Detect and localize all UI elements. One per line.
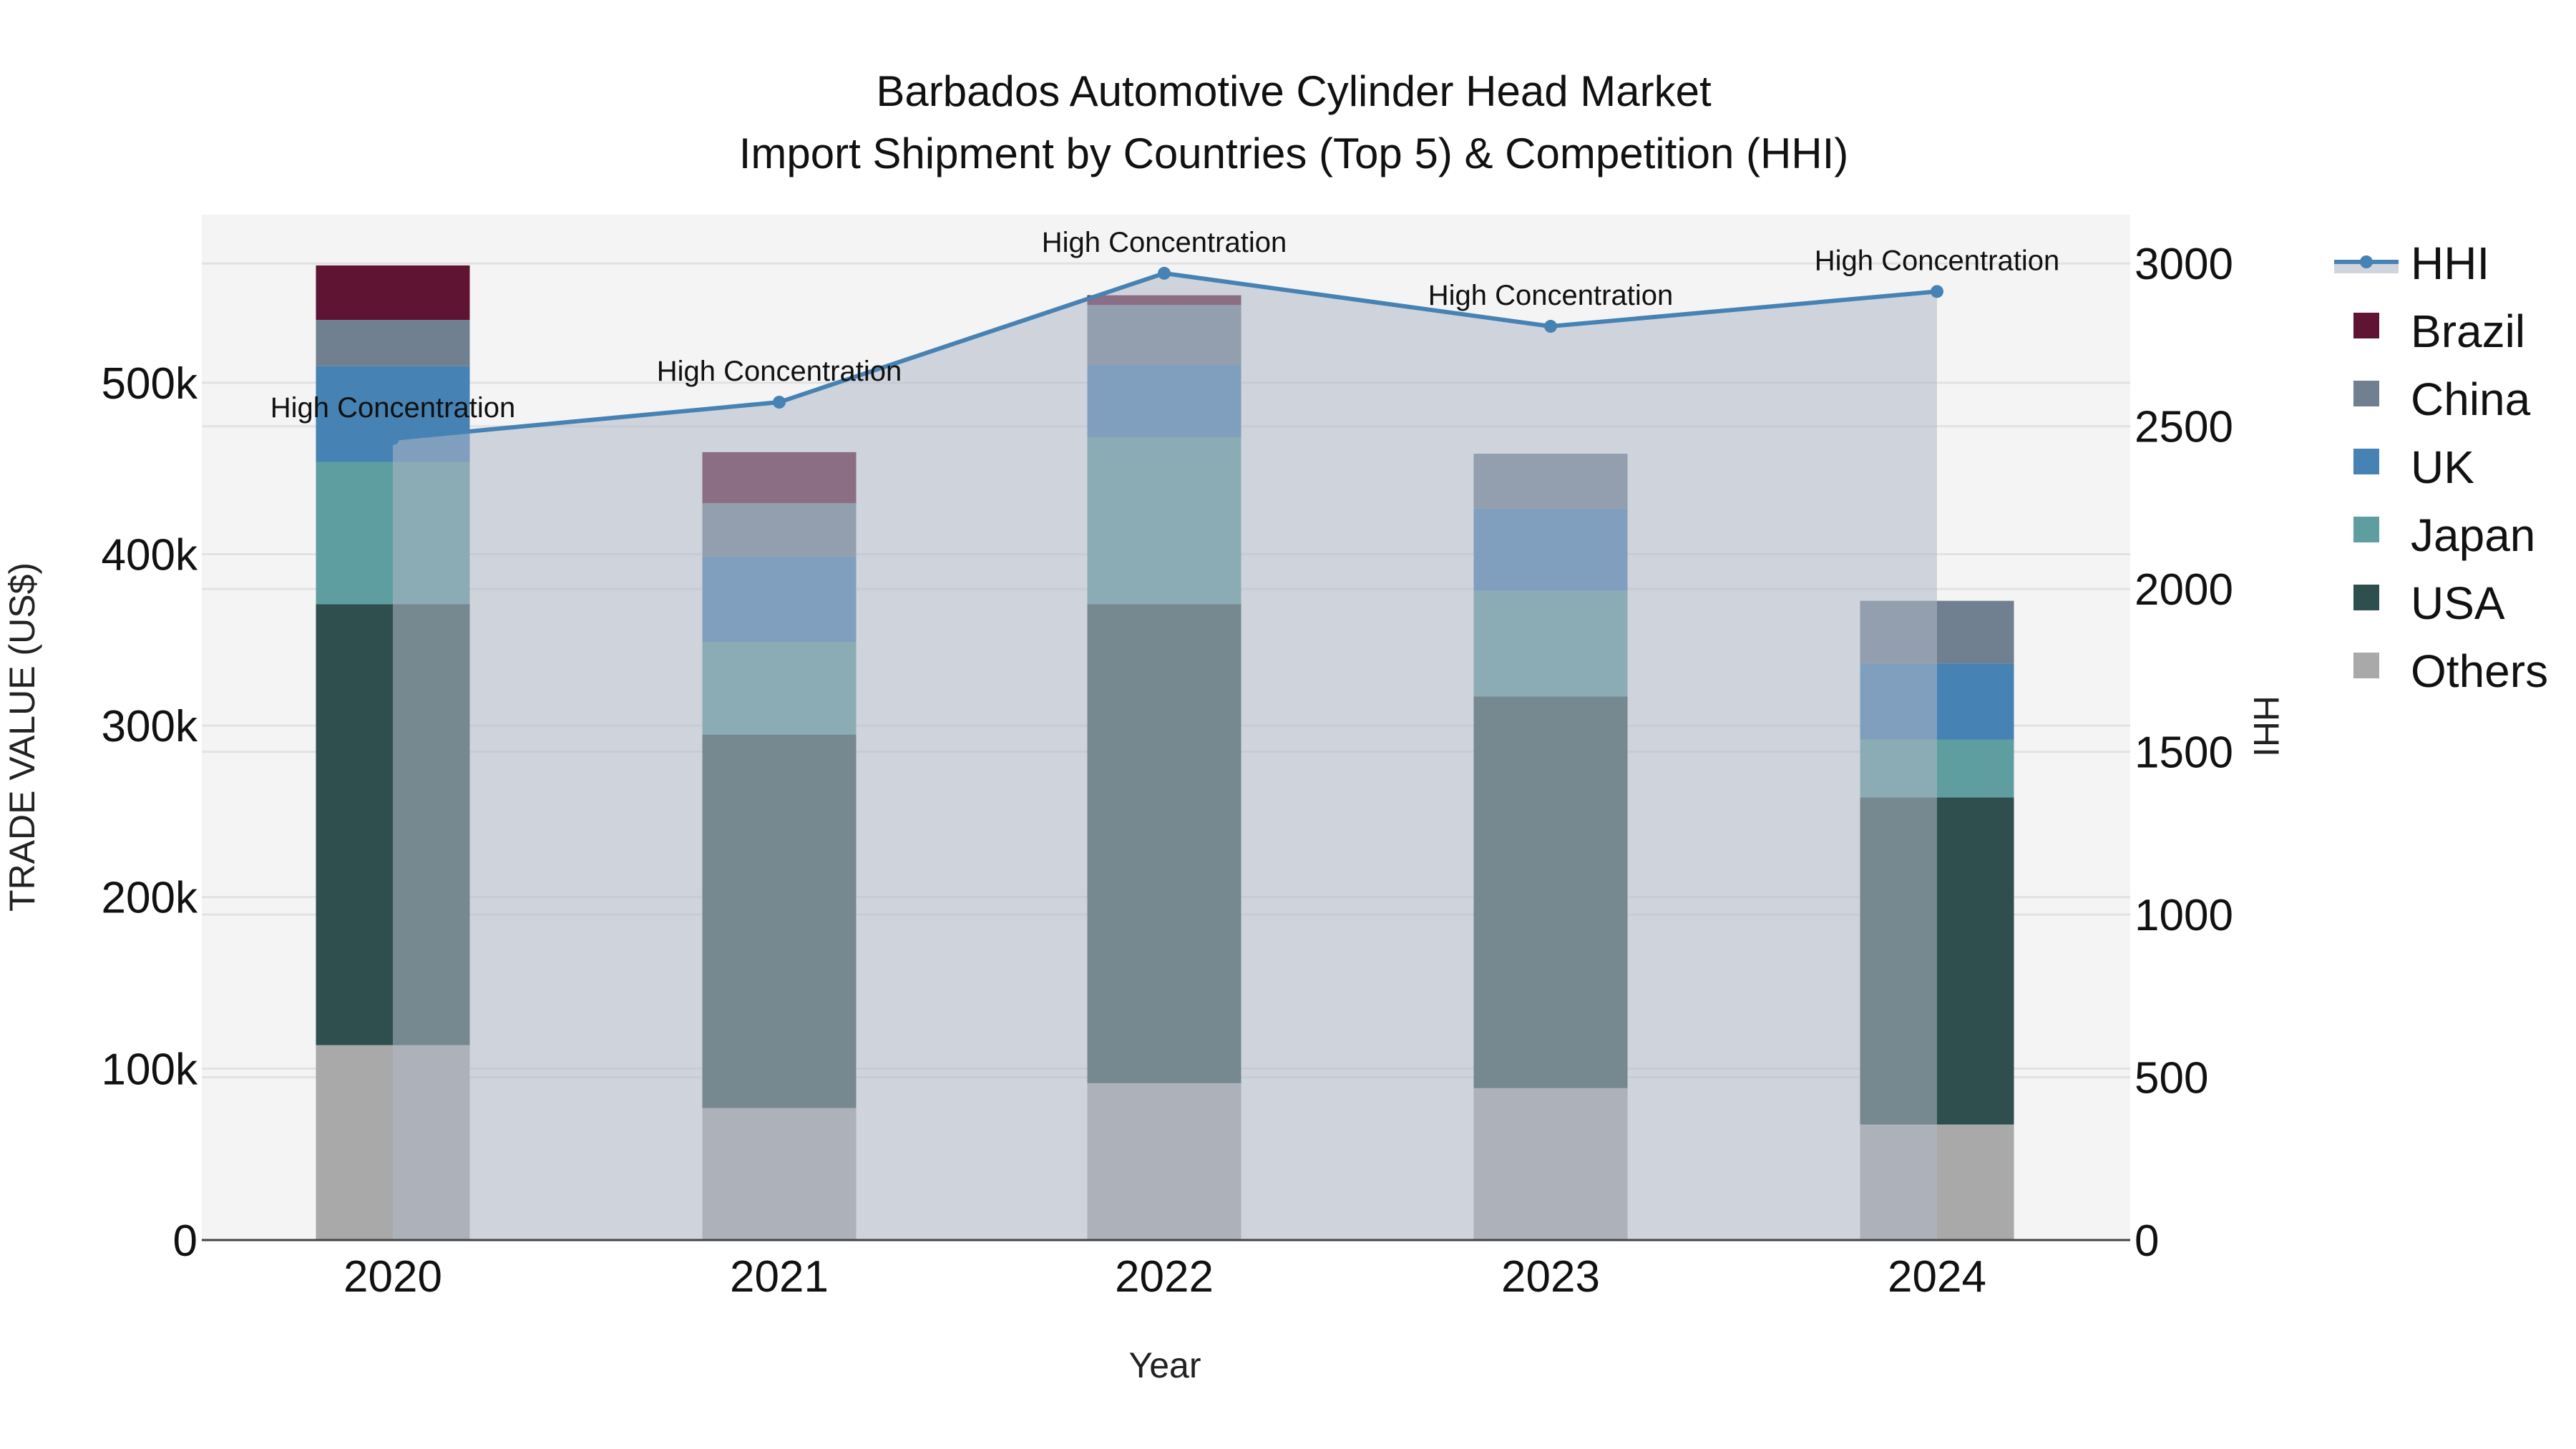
legend-swatch-icon: [2353, 517, 2379, 542]
legend-label: China: [2411, 374, 2531, 425]
hhi-marker[interactable]: [773, 396, 786, 409]
chart-subtitle: Import Shipment by Countries (Top 5) & C…: [739, 130, 1849, 177]
x-tick-label: 2020: [343, 1252, 442, 1302]
y2-axis-ticks: 0 500 1000 1500 2000 2500 3000: [2135, 240, 2233, 1266]
bar-segment-china[interactable]: [316, 320, 470, 366]
y2-tick-label: 3000: [2135, 240, 2233, 289]
y2-tick-label: 500: [2135, 1054, 2208, 1103]
legend-item-china[interactable]: China: [2353, 374, 2531, 425]
hhi-area: [393, 273, 1937, 1240]
legend-label: Japan: [2411, 509, 2535, 561]
hhi-marker[interactable]: [1544, 320, 1557, 333]
legend-label: HHI: [2411, 238, 2489, 289]
legend: HHI Brazil China UK Japan USA Others: [2334, 238, 2548, 697]
y-tick-label: 500k: [102, 359, 198, 409]
y-tick-label: 200k: [102, 874, 198, 923]
x-tick-label: 2023: [1501, 1252, 1600, 1302]
x-axis-title: Year: [1128, 1345, 1201, 1385]
legend-item-uk[interactable]: UK: [2353, 441, 2474, 493]
hhi-marker[interactable]: [1158, 266, 1171, 280]
legend-item-usa[interactable]: USA: [2353, 577, 2505, 629]
legend-swatch-icon: [2353, 585, 2379, 610]
legend-label: Brazil: [2411, 306, 2525, 357]
hhi-line: [386, 266, 1943, 445]
y2-tick-label: 1000: [2135, 891, 2233, 940]
bar-segment-brazil[interactable]: [316, 265, 470, 321]
y2-tick-label: 2000: [2135, 565, 2233, 615]
legend-label: USA: [2411, 577, 2505, 629]
x-tick-label: 2022: [1115, 1252, 1214, 1302]
legend-item-hhi[interactable]: HHI: [2334, 238, 2489, 289]
hhi-annotation: High Concentration: [1815, 245, 2059, 276]
y-tick-label: 300k: [102, 702, 198, 751]
y2-tick-label: 2500: [2135, 403, 2233, 452]
legend-swatch-icon: [2353, 653, 2379, 678]
y2-axis-title: HHI: [2246, 696, 2286, 757]
x-tick-label: 2024: [1888, 1252, 1986, 1302]
hhi-annotation: High Concentration: [1428, 280, 1673, 311]
y-tick-label: 400k: [102, 530, 198, 580]
hhi-annotation: High Concentration: [1042, 227, 1287, 258]
hhi-area-fill: [393, 273, 1937, 1240]
y2-tick-label: 0: [2135, 1216, 2159, 1266]
legend-marker-icon: [2360, 255, 2373, 268]
hhi-marker[interactable]: [386, 431, 399, 445]
hhi-annotation: High Concentration: [657, 356, 902, 387]
hhi-annotation: High Concentration: [270, 392, 515, 424]
hhi-annotations: High Concentration High Concentration High…: [270, 227, 2059, 424]
chart-title: Barbados Automotive Cylinder Head Market: [876, 67, 1712, 115]
hhi-marker[interactable]: [1931, 285, 1943, 298]
legend-swatch-icon: [2353, 381, 2379, 406]
x-axis-ticks: 2020 2021 2022 2023 2024: [343, 1252, 1986, 1302]
y2-tick-label: 1500: [2135, 728, 2233, 778]
legend-item-japan[interactable]: Japan: [2353, 509, 2535, 561]
y-tick-label: 0: [173, 1216, 197, 1266]
x-tick-label: 2021: [730, 1252, 829, 1302]
legend-swatch-icon: [2353, 449, 2379, 474]
y-tick-label: 100k: [102, 1045, 198, 1094]
legend-item-brazil[interactable]: Brazil: [2353, 306, 2525, 357]
legend-label: Others: [2411, 645, 2548, 697]
y-axis-title: TRADE VALUE (US$): [2, 562, 42, 912]
legend-swatch-icon: [2353, 313, 2379, 338]
y-axis-ticks: 0 100k 200k 300k 400k 500k: [102, 359, 198, 1266]
legend-item-others[interactable]: Others: [2353, 645, 2548, 697]
legend-label: UK: [2411, 441, 2474, 493]
